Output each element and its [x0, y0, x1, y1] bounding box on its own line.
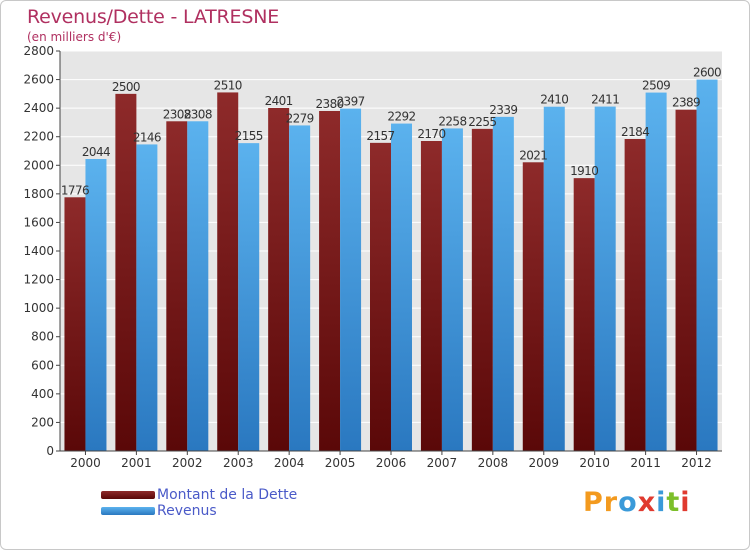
bar-revenue [238, 143, 260, 451]
chart-subtitle: (en milliers d'€) [27, 30, 122, 44]
data-label-revenue: 2146 [133, 130, 161, 144]
bar-chart: 0 200 400 600 800 1000 1200 1400 1600 1800 2000 220… [23, 44, 722, 470]
x-tick-label: 2011 [630, 456, 661, 470]
bar-revenue [340, 108, 362, 452]
data-label-debt: 2157 [366, 129, 394, 143]
x-tick-label: 2002 [172, 456, 203, 470]
data-label-revenue: 2509 [642, 79, 670, 93]
bar-debt [115, 93, 137, 451]
x-tick-label: 2003 [223, 456, 254, 470]
bar-revenue [85, 159, 107, 451]
bar-debt [624, 139, 646, 451]
proxiti-logo: Proxiti [583, 487, 691, 518]
data-label-debt: 2380 [316, 97, 344, 111]
bar-debt [319, 111, 341, 451]
bar-debt [64, 197, 86, 451]
bar-debt [217, 92, 239, 451]
data-label-debt: 2401 [265, 94, 293, 108]
bar-debt [370, 142, 391, 451]
bar-debt [573, 178, 595, 451]
brand-letter: r [603, 487, 619, 518]
data-label-revenue: 2258 [438, 114, 466, 128]
x-tick-label: 2000 [70, 456, 101, 470]
x-tick-label: 2004 [274, 456, 305, 470]
legend-swatch-revenue [101, 507, 155, 515]
y-tick-label: 2000 [23, 158, 54, 172]
data-label-revenue: 2155 [235, 129, 263, 143]
y-tick-label: 2200 [23, 130, 54, 144]
y-tick-label: 1600 [23, 215, 54, 229]
y-tick-label: 800 [31, 330, 54, 344]
data-label-revenue: 2410 [540, 93, 568, 107]
data-label-revenue: 2279 [286, 111, 314, 125]
x-tick-label: 2005 [325, 456, 356, 470]
data-label-debt: 2389 [672, 96, 700, 110]
bar-revenue [645, 92, 667, 452]
x-tick-label: 2009 [528, 456, 559, 470]
bar-debt [420, 141, 442, 451]
data-label-debt: 2308 [163, 107, 191, 121]
chart-title: Revenus/Dette - LATRESNE [27, 6, 280, 28]
x-tick-label: 2001 [121, 456, 152, 470]
x-tick-label: 2007 [427, 456, 458, 470]
data-label-revenue: 2044 [82, 145, 110, 159]
bars-group [64, 79, 718, 452]
bar-debt [166, 121, 188, 452]
data-label-debt: 1910 [570, 164, 598, 178]
bar-revenue [391, 123, 412, 452]
data-label-revenue: 2292 [387, 110, 415, 124]
x-tick-label: 2008 [478, 456, 509, 470]
legend-swatch-debt [101, 491, 155, 499]
brand-letter: i [680, 487, 691, 518]
y-tick-label: 2600 [23, 73, 54, 87]
data-label-debt: 1776 [61, 183, 89, 197]
y-tick-label: 2400 [23, 101, 54, 115]
bar-revenue [289, 125, 311, 451]
bar-debt [471, 128, 493, 451]
bar-revenue [543, 106, 565, 451]
bar-revenue [594, 106, 616, 452]
y-tick-label: 600 [31, 358, 54, 372]
y-tick-label: 0 [46, 444, 54, 458]
data-label-revenue: 2600 [693, 66, 721, 80]
bar-revenue [441, 128, 463, 451]
data-label-debt: 2021 [519, 148, 547, 162]
x-tick-label: 2010 [579, 456, 610, 470]
brand-letter: t [666, 487, 681, 518]
brand-letter: i [656, 487, 667, 518]
y-tick-label: 400 [31, 387, 54, 401]
legend-label-revenue: Revenus [157, 503, 217, 519]
bar-revenue [136, 144, 158, 451]
brand-letter: o [618, 487, 638, 518]
y-tick-label: 200 [31, 415, 54, 429]
bar-debt [675, 109, 697, 451]
data-label-debt: 2170 [417, 127, 445, 141]
y-tick-label: 1200 [23, 273, 54, 287]
axes: 0 200 400 600 800 1000 1200 1400 1600 1800 2000 220… [23, 44, 722, 470]
y-tick-label: 1800 [23, 187, 54, 201]
bar-revenue [492, 116, 514, 451]
brand-letter: x [637, 487, 657, 518]
y-tick-label: 2800 [23, 44, 54, 58]
bar-debt [268, 108, 290, 451]
bar-revenue [187, 121, 209, 452]
y-tick-label: 1000 [23, 301, 54, 315]
bar-revenue [696, 79, 718, 452]
x-tick-label: 2012 [681, 456, 712, 470]
y-tick-label: 1400 [23, 244, 54, 258]
data-label-debt: 2184 [621, 125, 649, 139]
x-tick-label: 2006 [376, 456, 407, 470]
data-label-debt: 2255 [468, 115, 496, 129]
data-label-revenue: 2308 [184, 107, 212, 121]
data-label-revenue: 2339 [489, 103, 517, 117]
legend-label-debt: Montant de la Dette [157, 487, 298, 503]
brand-letter: P [583, 487, 604, 518]
data-label-debt: 2510 [214, 78, 242, 92]
data-label-revenue: 2411 [591, 93, 619, 107]
data-labels: 1776204425002146230823082510215524012279… [61, 66, 722, 198]
data-label-revenue: 2397 [337, 95, 365, 109]
bar-debt [522, 162, 544, 452]
data-label-debt: 2500 [112, 80, 140, 94]
